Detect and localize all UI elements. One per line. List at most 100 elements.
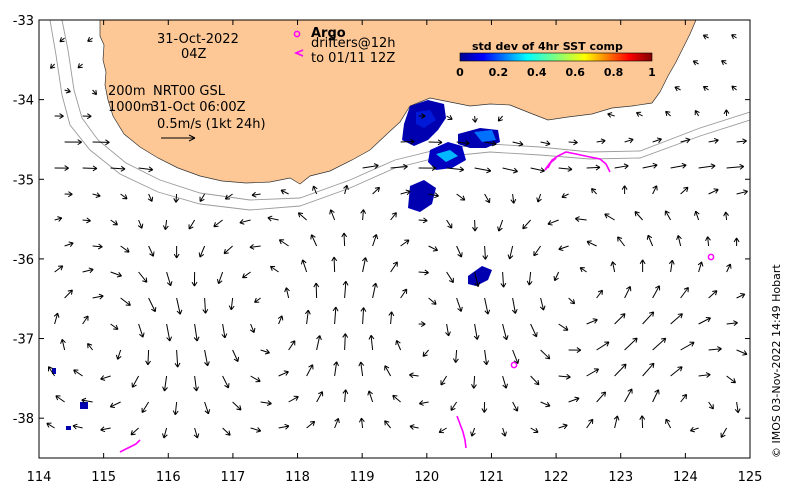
analysis-time-label: 31-Oct 06:00Z <box>151 100 246 115</box>
current-arrow <box>87 36 93 42</box>
current-arrow <box>472 115 478 123</box>
colorbar-tick-label: 1 <box>648 66 656 79</box>
current-arrow <box>54 165 69 172</box>
current-arrow <box>721 60 727 66</box>
plot-frame <box>38 19 751 459</box>
current-arrow <box>726 163 745 170</box>
current-arrow <box>390 212 397 221</box>
current-arrow <box>530 427 539 433</box>
current-arrow <box>670 313 683 325</box>
current-arrow <box>613 415 620 429</box>
current-arrow <box>646 234 654 247</box>
current-arrow <box>390 261 398 273</box>
current-arrow <box>110 323 119 330</box>
current-arrow <box>334 417 340 429</box>
current-arrow <box>198 245 206 258</box>
current-arrow <box>109 401 121 408</box>
y-tick-label: -33 <box>13 14 34 29</box>
current-arrow <box>731 34 737 40</box>
current-arrow <box>362 163 379 169</box>
x-tick-label: 115 <box>91 470 116 485</box>
current-arrow <box>624 337 638 351</box>
current-arrow <box>561 193 569 199</box>
current-arrow <box>100 426 111 433</box>
current-arrow <box>232 401 242 411</box>
current-arrow <box>72 423 83 430</box>
current-arrow <box>137 219 144 229</box>
current-arrow <box>358 361 365 377</box>
current-arrow <box>280 189 289 195</box>
argo-legend-track-icon <box>293 49 304 57</box>
current-arrow <box>586 318 598 325</box>
current-arrow <box>596 289 603 299</box>
current-arrow <box>55 395 65 403</box>
x-tick-label: 123 <box>608 470 633 485</box>
current-arrow <box>607 112 615 118</box>
current-arrow <box>642 362 655 377</box>
current-arrow <box>614 363 627 377</box>
current-arrow <box>736 349 748 356</box>
current-arrow <box>617 236 626 247</box>
current-arrow <box>708 137 719 144</box>
current-arrow <box>221 323 228 339</box>
current-arrow <box>501 427 507 437</box>
current-arrow <box>188 219 196 230</box>
current-arrow <box>456 140 470 146</box>
current-arrow <box>228 297 235 311</box>
current-arrow <box>596 138 606 145</box>
current-arrow <box>130 427 139 436</box>
current-arrow <box>450 401 458 411</box>
current-arrow <box>568 347 582 354</box>
current-arrow <box>310 234 318 247</box>
x-tick-label: 114 <box>27 470 52 485</box>
current-arrow <box>473 323 480 340</box>
isobath-1000-label: 1000m <box>108 100 154 115</box>
current-arrow <box>260 400 272 406</box>
current-arrow <box>446 114 453 120</box>
product-label: NRT00 GSL <box>153 84 226 99</box>
current-arrow <box>224 193 233 200</box>
x-tick-label: 119 <box>350 470 375 485</box>
current-arrow <box>222 427 231 436</box>
current-arrow <box>708 346 722 352</box>
current-arrow <box>332 306 339 325</box>
current-arrow <box>358 417 365 429</box>
current-arrow <box>664 210 672 221</box>
current-arrow <box>568 139 578 146</box>
current-arrow <box>680 393 688 403</box>
current-arrow <box>269 265 279 273</box>
current-arrow <box>162 427 168 439</box>
current-arrow <box>689 426 699 433</box>
current-arrow <box>343 184 349 195</box>
current-arrow <box>652 389 660 403</box>
current-arrow <box>372 282 378 299</box>
current-arrow <box>87 343 94 351</box>
colorbar-tick-label: 0.8 <box>604 66 624 79</box>
current-arrow <box>591 187 597 195</box>
current-arrow <box>148 245 155 257</box>
current-arrow <box>708 290 718 299</box>
current-arrow <box>484 297 491 315</box>
x-tick-label: 118 <box>285 470 310 485</box>
current-arrow <box>64 289 73 299</box>
current-arrow <box>522 219 531 230</box>
colorbar-tick-label: 0.2 <box>489 66 509 79</box>
current-arrow <box>173 193 180 203</box>
current-arrow <box>115 349 122 360</box>
argo-drifter-tracks <box>119 151 611 453</box>
current-arrow <box>558 323 569 331</box>
current-arrow <box>92 243 103 250</box>
argo-legend-marker <box>293 30 301 38</box>
current-arrow <box>680 287 689 299</box>
current-arrow <box>138 166 154 173</box>
x-axis: 114 115 116 117 118 119 120 121 122 123 124 125 <box>27 20 762 485</box>
date-label: 31-Oct-2022 <box>157 32 239 47</box>
current-arrow <box>120 193 128 200</box>
current-arrow <box>497 219 504 232</box>
colorbar-ticks: 0 0.2 0.4 0.6 0.8 1 <box>456 66 656 79</box>
current-arrow <box>278 239 289 247</box>
current-arrow <box>526 271 533 286</box>
current-arrow <box>267 215 279 222</box>
current-arrow <box>736 138 747 145</box>
current-arrow <box>674 86 681 92</box>
